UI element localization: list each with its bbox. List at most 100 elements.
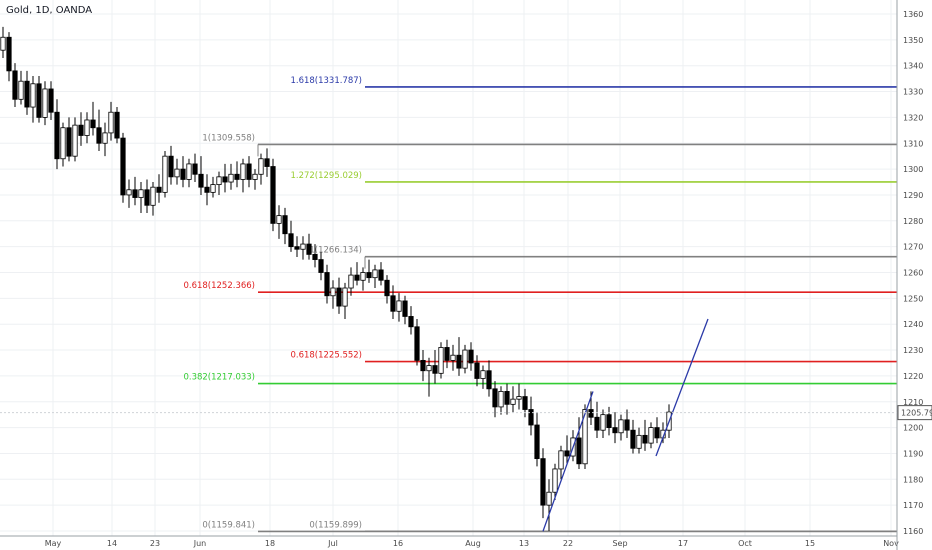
- candle-body: [186, 163, 192, 180]
- candle-body: [108, 111, 114, 134]
- candle-body: [36, 83, 42, 118]
- candle-body: [282, 215, 288, 235]
- candle-body: [414, 326, 420, 361]
- candle-body: [30, 83, 36, 108]
- fib-level-label: 0.618(1252.366): [183, 281, 255, 291]
- candle-body: [126, 189, 132, 196]
- candle-body: [492, 388, 498, 408]
- candle-body: [522, 396, 528, 410]
- candle-body: [300, 243, 306, 250]
- candle-body: [558, 450, 564, 470]
- last-price-box: [897, 405, 932, 421]
- x-tick-label: 16: [393, 539, 403, 548]
- x-tick-label: Oct: [738, 539, 752, 548]
- y-tick-label: 1350: [903, 36, 923, 45]
- x-tick-label: May: [45, 539, 62, 548]
- candle-body: [474, 362, 480, 379]
- x-tick-label: Nov: [883, 539, 899, 548]
- y-tick-label: 1330: [903, 88, 923, 97]
- candle-body: [138, 189, 144, 198]
- candle-body: [510, 398, 516, 405]
- candle-body: [114, 111, 120, 139]
- candle-body: [144, 189, 150, 206]
- candle-body: [90, 119, 96, 129]
- candle-body: [330, 287, 336, 297]
- x-tick-label: Jun: [193, 539, 207, 548]
- candle-body: [408, 316, 414, 328]
- candle-body: [348, 274, 354, 289]
- candle-body: [18, 80, 24, 100]
- candle-body: [324, 272, 330, 297]
- trendlines: [542, 318, 709, 532]
- candle-body: [162, 155, 168, 193]
- x-tick-label: Jul: [327, 539, 338, 548]
- y-tick-label: 1260: [903, 269, 923, 278]
- fib-levels: 1.618(1331.787) 1(1309.558) 1.272(1295.029…: [183, 76, 897, 533]
- x-tick-label: 18: [265, 539, 275, 548]
- y-tick-label: 1250: [903, 294, 923, 303]
- candle-body: [468, 349, 474, 364]
- candle-body: [456, 354, 462, 369]
- candle-body: [606, 414, 612, 428]
- candles: [0, 26, 672, 531]
- candle-body: [150, 186, 156, 206]
- candle-body: [564, 450, 570, 457]
- y-tick-label: 1190: [903, 449, 923, 458]
- candle-body: [402, 300, 408, 317]
- candle-body: [180, 168, 186, 180]
- candle-body: [210, 184, 216, 193]
- candle-body: [240, 163, 246, 180]
- y-tick-label: 1180: [903, 475, 923, 484]
- chart-title: Gold, 1D, OANDA: [6, 5, 93, 16]
- y-tick-label: 1280: [903, 217, 923, 226]
- candle-body: [306, 243, 312, 255]
- candle-body: [252, 173, 258, 180]
- candle-body: [84, 119, 90, 136]
- candle-body: [216, 176, 222, 186]
- candle-body: [432, 365, 438, 374]
- candle-body: [396, 300, 402, 312]
- y-tick-label: 1200: [903, 424, 923, 433]
- candle-body: [204, 186, 210, 193]
- candle-body: [444, 347, 450, 361]
- candle-body: [612, 427, 618, 434]
- candle-body: [264, 158, 270, 167]
- y-tick-label: 1310: [903, 139, 923, 148]
- candle-body: [222, 176, 228, 183]
- candle-body: [120, 137, 126, 196]
- fib-level-label: 1.272(1295.029): [290, 171, 362, 181]
- candle-body: [60, 127, 66, 160]
- trendline: [542, 391, 594, 532]
- fib-level-label: 0(1159.841): [202, 520, 255, 530]
- candle-body: [624, 419, 630, 431]
- last-price-label: 1205.792: [901, 409, 932, 418]
- candle-body: [102, 132, 108, 144]
- y-tick-label: 1300: [903, 165, 923, 174]
- x-tick-label: 23: [150, 539, 160, 548]
- candle-body: [552, 468, 558, 493]
- candle-body: [546, 491, 552, 506]
- x-tick-label: 13: [519, 539, 529, 548]
- candle-body: [462, 349, 468, 369]
- candle-body: [438, 347, 444, 374]
- candle-body: [78, 124, 84, 136]
- y-tick-label: 1240: [903, 320, 923, 329]
- candle-body: [54, 111, 60, 160]
- candle-body: [288, 233, 294, 248]
- candle-body: [576, 437, 582, 465]
- candle-body: [318, 259, 324, 273]
- candle-body: [360, 272, 366, 281]
- candle-body: [516, 396, 522, 400]
- candle-body: [270, 166, 276, 224]
- candle-body: [384, 279, 390, 297]
- candle-body: [498, 391, 504, 408]
- candle-body: [540, 458, 546, 506]
- candle-body: [96, 127, 102, 144]
- candle-body: [312, 254, 318, 260]
- candle-body: [168, 155, 174, 178]
- candle-body: [0, 36, 6, 51]
- candle-body: [336, 287, 342, 307]
- candle-body: [276, 215, 282, 224]
